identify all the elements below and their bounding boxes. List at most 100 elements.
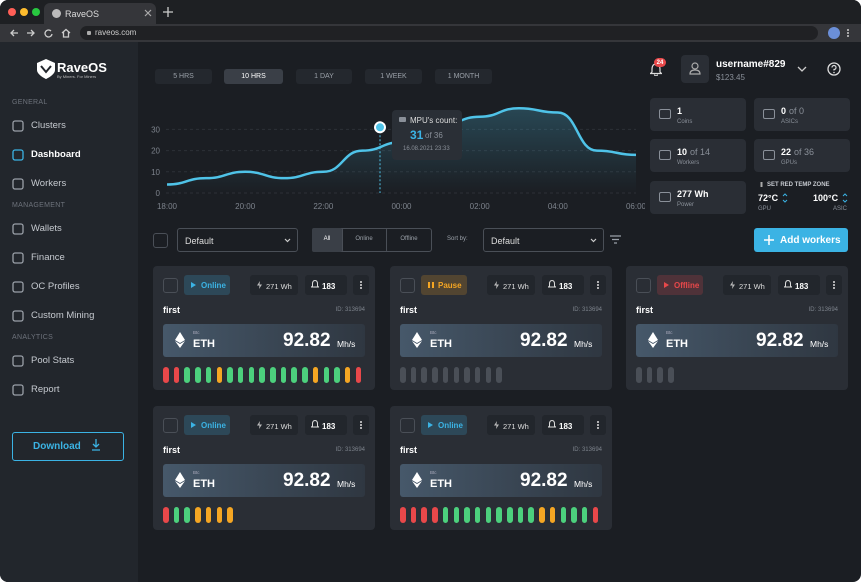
gpu-bar [474, 507, 481, 523]
stat-card [754, 139, 850, 172]
alerts-chip[interactable] [542, 415, 584, 435]
status-icon [191, 282, 196, 288]
logo: RaveOS [57, 60, 107, 75]
range-button[interactable] [435, 69, 492, 84]
browser-tab[interactable] [44, 3, 156, 24]
nav-item[interactable]: Dashboard [31, 149, 81, 160]
gpu-bar [270, 367, 276, 383]
select[interactable] [483, 228, 604, 252]
eth-icon [412, 472, 422, 488]
gpu-bar [646, 367, 653, 383]
gpu-bar [259, 367, 265, 383]
gpu-bar [163, 507, 169, 523]
stat-label: Power [677, 202, 695, 208]
hashrate-unit: Mh/s [337, 339, 356, 349]
gpu-bar [400, 367, 406, 383]
temp-title: SET RED TEMP ZONE [767, 182, 830, 188]
alerts-chip[interactable] [542, 275, 584, 295]
card-checkbox[interactable] [636, 278, 651, 293]
filter-tab[interactable] [386, 228, 432, 252]
range-button[interactable] [365, 69, 422, 84]
window-button [20, 8, 28, 16]
temp-asic-label: ASIC [833, 206, 848, 212]
nav-icon [12, 223, 24, 235]
gpu-bar [334, 367, 340, 383]
gpu-bar [227, 507, 233, 523]
coin-panel [400, 464, 602, 497]
card-checkbox[interactable] [400, 278, 415, 293]
stat-card [650, 181, 746, 214]
stat-label: ASICs [781, 119, 799, 125]
hashrate: 92.82 [520, 470, 568, 491]
range-button[interactable] [296, 69, 352, 84]
alerts-chip[interactable] [778, 275, 820, 295]
range-button[interactable] [155, 69, 212, 84]
card-checkbox[interactable] [400, 418, 415, 433]
new-tab [163, 7, 173, 17]
select[interactable] [177, 228, 298, 252]
gpu-bar [355, 367, 362, 383]
alerts-icon [311, 280, 319, 288]
nav-item[interactable]: Report [31, 384, 60, 395]
add-icon [764, 235, 774, 245]
select-all[interactable] [153, 233, 168, 248]
download-label: Download [33, 441, 81, 452]
alerts-icon [548, 280, 556, 288]
gpu-bar [237, 367, 244, 383]
avatar-icon [689, 62, 701, 75]
filter-tab[interactable] [342, 228, 386, 252]
alerts-chip[interactable] [305, 275, 347, 295]
card-menu-dots [597, 281, 599, 289]
status-badge [184, 415, 230, 435]
gpu-bar [636, 367, 642, 383]
address-bar[interactable] [80, 26, 818, 40]
nav-item[interactable]: Wallets [31, 223, 62, 234]
y-tick-label: 30 [151, 125, 160, 134]
range-button[interactable] [224, 69, 283, 84]
download-button[interactable] [12, 432, 124, 461]
nav-item[interactable]: Clusters [31, 120, 66, 131]
worker-id: ID: 313694 [808, 307, 838, 313]
nav-buttons [10, 28, 71, 38]
gpu-bar [485, 367, 492, 383]
nav-item[interactable]: Finance [31, 252, 65, 263]
gpu-bar [528, 507, 534, 523]
gpu-bar [539, 507, 545, 523]
nav-item[interactable]: Workers [31, 178, 67, 189]
tooltip-value: 31 [410, 128, 424, 142]
nav-item[interactable]: OC Profiles [31, 281, 80, 292]
x-tick-label: 04:00 [548, 202, 569, 211]
filter-tab[interactable] [312, 228, 342, 252]
stat-value: 0 [781, 106, 787, 116]
coin-panel [400, 324, 602, 357]
power: 271 Wh [503, 421, 529, 431]
card-checkbox[interactable] [163, 278, 178, 293]
gpu-bar [668, 367, 674, 383]
gpu-bar [410, 367, 417, 383]
alerts-chip[interactable] [305, 415, 347, 435]
card-checkbox[interactable] [163, 418, 178, 433]
coin: ETH [430, 338, 452, 350]
power-icon [494, 421, 499, 429]
gpu-bar [421, 367, 427, 383]
card-menu-dots [833, 281, 835, 289]
eth-icon [648, 332, 658, 348]
nav-item[interactable]: Pool Stats [31, 355, 75, 366]
status-badge [184, 275, 230, 295]
card-menu-dots [360, 421, 362, 429]
card-menu-dots [360, 281, 362, 289]
gpu-bar [549, 507, 556, 523]
power: 271 Wh [266, 281, 292, 291]
notification-count: 24 [656, 59, 664, 66]
gpu-bar [571, 507, 577, 523]
worker-name: first [163, 445, 181, 455]
nav-item[interactable]: Custom Mining [31, 310, 95, 321]
status: Online [201, 421, 226, 430]
favicon [52, 9, 61, 18]
marker [374, 121, 386, 134]
nav-icon [12, 149, 24, 161]
gpu-bar [453, 367, 459, 383]
x-tick-label: 00:00 [391, 202, 412, 211]
coin: ETH [193, 338, 215, 350]
